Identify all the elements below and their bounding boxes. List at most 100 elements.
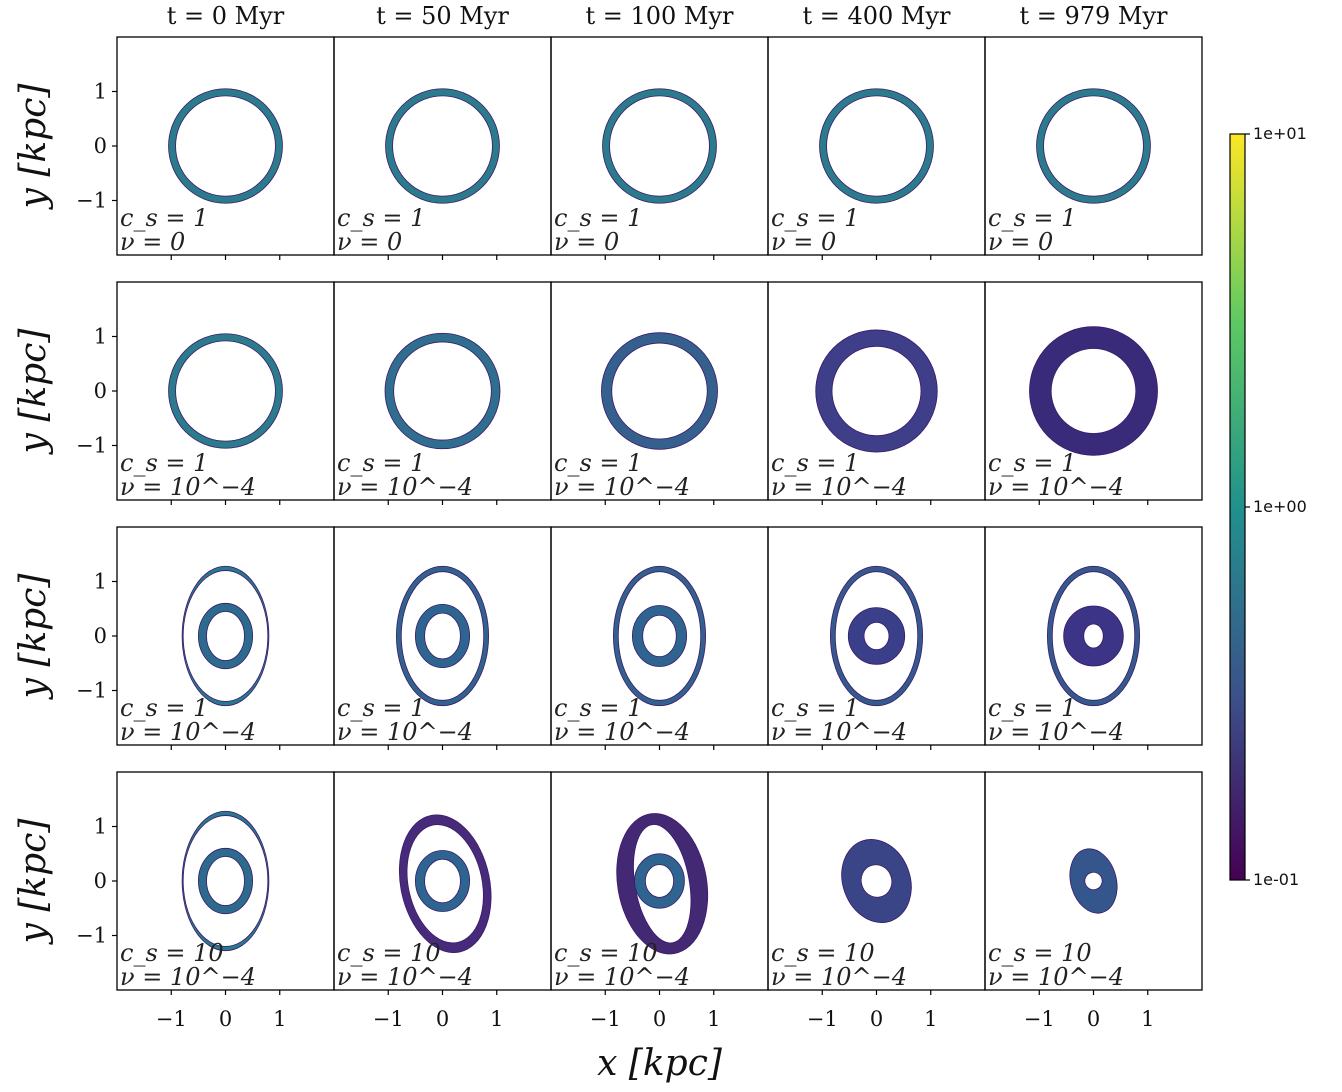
colorbar: 1e+011e+001e-01 xyxy=(1230,124,1307,889)
panel-r2-c1: −101y [kpc]c_s = 1ν = 10^−4 xyxy=(13,282,334,505)
panel-r1-c3: c_s = 1ν = 0 xyxy=(551,37,768,260)
x-tick-label: 1 xyxy=(490,1007,503,1031)
column-title-5: t = 979 Myr xyxy=(1019,2,1168,30)
column-title-4: t = 400 Myr xyxy=(802,2,951,30)
x-tick-label: 0 xyxy=(653,1007,666,1031)
y-axis-label: y [kpc] xyxy=(13,83,54,211)
y-tick-label: 0 xyxy=(94,869,107,893)
density-ring-2 xyxy=(848,608,904,665)
y-tick-label: −1 xyxy=(76,679,107,703)
x-tick-label: −1 xyxy=(590,1007,621,1031)
viscosity-label: ν = 0 xyxy=(120,228,185,256)
density-ring-1 xyxy=(387,806,503,961)
panel-r3-c1: −1 0 1 y [kpc] c_s = 1ν = 10^−4 xyxy=(13,527,334,750)
viscosity-label: ν = 10^−4 xyxy=(988,963,1124,991)
x-tick-label: 0 xyxy=(1087,1007,1100,1031)
x-tick-label: −1 xyxy=(156,1007,187,1031)
x-tick-label: 1 xyxy=(924,1007,937,1031)
x-tick-label: 0 xyxy=(436,1007,449,1031)
axis-labels: x [kpc] xyxy=(597,1043,723,1084)
x-tick-label: 1 xyxy=(1141,1007,1154,1031)
panel-r3-c2: c_s = 1ν = 10^−4 xyxy=(334,527,551,750)
x-tick-label: 1 xyxy=(273,1007,286,1031)
y-tick-label: 1 xyxy=(94,80,107,104)
viscosity-label: ν = 10^−4 xyxy=(988,718,1124,746)
density-ring-1 xyxy=(386,89,500,203)
y-tick-label: 1 xyxy=(94,325,107,349)
x-tick-label: 0 xyxy=(219,1007,232,1031)
viscosity-label: ν = 10^−4 xyxy=(120,718,256,746)
viscosity-label: ν = 10^−4 xyxy=(337,718,473,746)
density-ring-1 xyxy=(1047,566,1139,706)
y-axis-label: y [kpc] xyxy=(13,328,54,456)
x-tick-label: −1 xyxy=(373,1007,404,1031)
viscosity-label: ν = 0 xyxy=(554,228,619,256)
viscosity-label: ν = 10^−4 xyxy=(120,963,256,991)
y-tick-label: −1 xyxy=(76,189,107,213)
colorbar-bar xyxy=(1230,134,1245,880)
density-ring-1 xyxy=(1037,89,1151,203)
density-ring-1 xyxy=(169,89,283,203)
viscosity-label: ν = 10^−4 xyxy=(771,473,907,501)
density-ring-1 xyxy=(396,566,488,706)
y-axis-label: y [kpc] xyxy=(13,818,54,946)
density-ring-1 xyxy=(182,811,269,951)
viscosity-label: ν = 10^−4 xyxy=(120,473,256,501)
panel-r4-c5: −1 0 1 c_s = 10ν = 10^−4 xyxy=(985,772,1202,1031)
panel-r3-c5: c_s = 1ν = 10^−4 xyxy=(985,527,1202,750)
colorbar-tick-label: 1e-01 xyxy=(1253,870,1299,889)
viscosity-label: ν = 10^−4 xyxy=(554,718,690,746)
panel-r1-c5: c_s = 1ν = 0 xyxy=(985,37,1202,260)
density-ring-2 xyxy=(198,848,252,913)
x-tick-label: 1 xyxy=(707,1007,720,1031)
viscosity-label: ν = 0 xyxy=(771,228,836,256)
column-title-1: t = 0 Myr xyxy=(167,2,285,30)
density-ring-1 xyxy=(169,334,283,448)
column-titles: t = 0 Myr t = 50 Myr t = 100 Myr t = 400 My… xyxy=(167,2,1168,30)
y-tick-label: 0 xyxy=(94,134,107,158)
viscosity-label: ν = 10^−4 xyxy=(337,473,473,501)
density-ring-1 xyxy=(182,566,269,706)
density-ring-2 xyxy=(198,603,252,668)
viscosity-label: ν = 0 xyxy=(988,228,1053,256)
density-ring-1 xyxy=(830,830,922,933)
panel-r1-c2: c_s = 1ν = 0 xyxy=(334,37,551,260)
column-title-2: t = 50 Myr xyxy=(376,2,509,30)
density-ring-1 xyxy=(601,333,717,450)
density-ring-1 xyxy=(816,330,938,452)
viscosity-label: ν = 10^−4 xyxy=(554,473,690,501)
viscosity-label: ν = 10^−4 xyxy=(988,473,1124,501)
panel-r2-c3: c_s = 1ν = 10^−4 xyxy=(551,282,768,505)
density-ring-1 xyxy=(1063,844,1124,919)
panel-r4-c3: −1 0 1 c_s = 10ν = 10^−4 xyxy=(551,772,768,1031)
y-axis-label: y [kpc] xyxy=(13,573,54,701)
panel-r1-c4: c_s = 1ν = 0 xyxy=(768,37,985,260)
panel-r4-c1: −1 0 1 y [kpc] −1 0 1 c_s = 10ν = 10^−4 xyxy=(13,772,334,1031)
density-ring-2 xyxy=(635,854,685,909)
viscosity-label: ν = 10^−4 xyxy=(771,718,907,746)
panel-r2-c2: c_s = 1ν = 10^−4 xyxy=(334,282,551,505)
x-tick-label: −1 xyxy=(807,1007,838,1031)
density-ring-1 xyxy=(603,89,717,203)
density-ring-2 xyxy=(415,850,469,911)
y-tick-label: 0 xyxy=(94,379,107,403)
panel-r3-c4: c_s = 1ν = 10^−4 xyxy=(768,527,985,750)
panel-r3-c3: c_s = 1ν = 10^−4 xyxy=(551,527,768,750)
density-ring-2 xyxy=(632,605,686,666)
panel-r1-c1: −1 0 1 y [kpc] c_s = 1ν = 0 xyxy=(13,37,334,260)
viscosity-label: ν = 10^−4 xyxy=(771,963,907,991)
density-ring-1 xyxy=(830,566,922,706)
density-ring-1 xyxy=(606,806,718,961)
colorbar-tick-label: 1e+01 xyxy=(1253,124,1307,143)
viscosity-label: ν = 10^−4 xyxy=(337,963,473,991)
viscosity-label: ν = 10^−4 xyxy=(554,963,690,991)
panel-r2-c5: c_s = 1ν = 10^−4 xyxy=(985,282,1202,505)
panel-r2-c4: c_s = 1ν = 10^−4 xyxy=(768,282,985,505)
column-title-3: t = 100 Myr xyxy=(585,2,734,30)
panel-r4-c4: −1 0 1 c_s = 10ν = 10^−4 xyxy=(768,772,985,1031)
x-tick-label: 0 xyxy=(870,1007,883,1031)
y-tick-label: −1 xyxy=(76,924,107,948)
density-ring-2 xyxy=(415,604,469,667)
